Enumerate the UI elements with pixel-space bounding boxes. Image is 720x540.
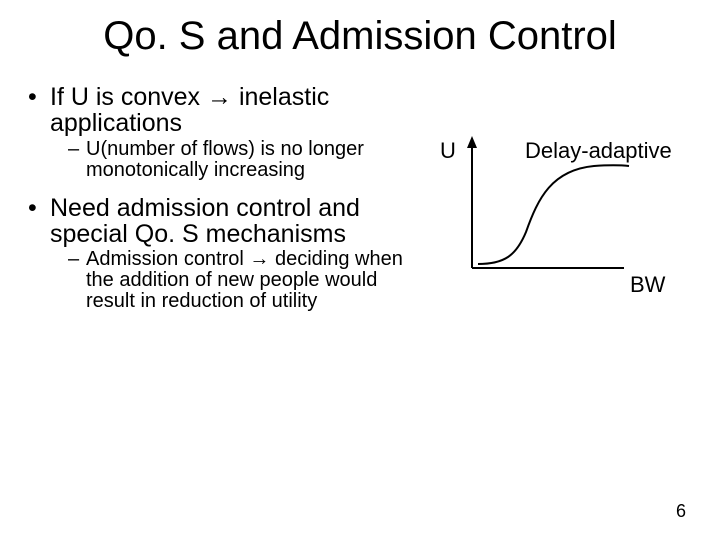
bullet-list-l2: Admission control → deciding when the ad…	[50, 249, 428, 312]
page-number: 6	[676, 501, 686, 522]
bullet-text: Need admission control and special Qo. S…	[50, 194, 360, 248]
y-axis-arrow-icon	[467, 136, 477, 148]
y-axis-label: U	[440, 138, 456, 164]
bullet-text: If U is convex → inelastic applications	[50, 83, 329, 137]
sub-bullet-item: Admission control → deciding when the ad…	[68, 249, 428, 312]
utility-curve	[478, 165, 629, 264]
sub-bullet-item: U(number of flows) is no longer monotoni…	[68, 139, 428, 181]
sub-bullet-text: U(number of flows) is no longer monotoni…	[86, 138, 364, 181]
bullet-list-l2: U(number of flows) is no longer monotoni…	[50, 139, 428, 181]
bullet-content: If U is convex → inelastic applications …	[28, 84, 428, 326]
bullet-item-1: If U is convex → inelastic applications …	[28, 84, 428, 181]
sub-bullet-text: Admission control → deciding when the ad…	[86, 248, 403, 312]
slide: Qo. S and Admission Control If U is conv…	[0, 0, 720, 540]
bullet-item-2: Need admission control and special Qo. S…	[28, 195, 428, 313]
chart-svg	[464, 136, 684, 296]
slide-title: Qo. S and Admission Control	[0, 14, 720, 59]
bullet-list-l1: If U is convex → inelastic applications …	[28, 84, 428, 312]
utility-curve-figure: U Delay-adaptive BW	[440, 140, 700, 340]
